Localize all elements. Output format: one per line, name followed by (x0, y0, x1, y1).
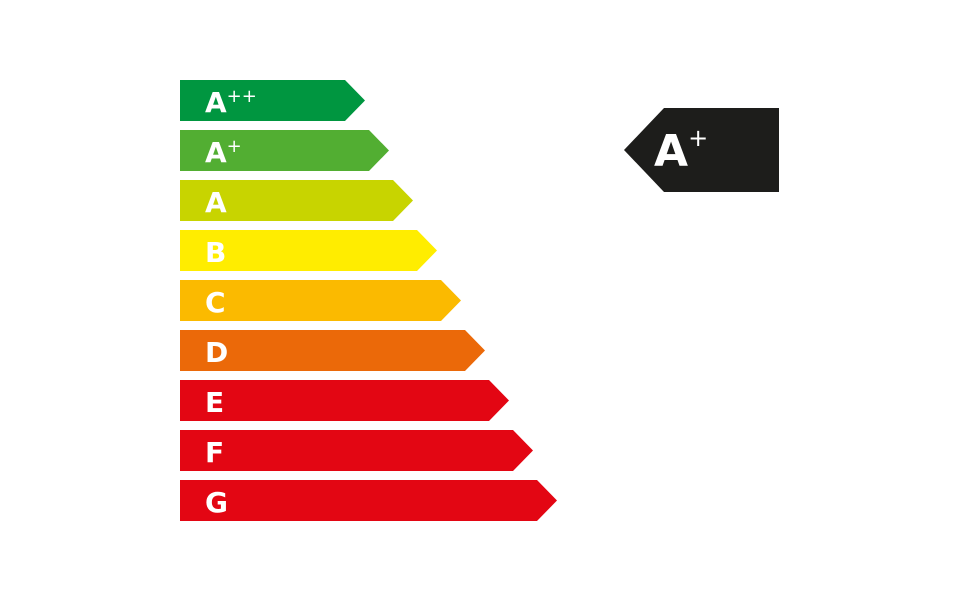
class-letter: A (654, 126, 688, 177)
class-superscript: + (227, 136, 242, 157)
class-letter: B (205, 236, 226, 269)
class-letter: E (205, 386, 224, 419)
class-label: A+ (654, 124, 708, 177)
class-letter: A (205, 136, 227, 169)
class-letter: A (205, 186, 227, 219)
class-arrow (180, 130, 389, 171)
class-label: A+ (205, 136, 242, 169)
class-letter: G (205, 486, 228, 519)
class-arrow (180, 180, 413, 221)
class-label: F (205, 436, 224, 469)
class-label: B (205, 236, 226, 269)
class-arrow (180, 480, 557, 521)
class-superscript: + (688, 124, 708, 152)
class-label: E (205, 386, 224, 419)
indicator-arrow (624, 108, 779, 192)
class-label: A++ (205, 86, 257, 119)
class-label: G (205, 486, 228, 519)
class-arrow (180, 380, 509, 421)
class-arrow (180, 330, 485, 371)
class-letter: F (205, 436, 224, 469)
class-arrow (180, 280, 461, 321)
class-label: A (205, 186, 227, 219)
class-arrow (180, 430, 533, 471)
class-letter: D (205, 336, 228, 369)
class-arrow (180, 230, 437, 271)
class-arrow (180, 80, 365, 121)
class-letter: A (205, 86, 227, 119)
class-label: C (205, 286, 226, 319)
class-label: D (205, 336, 228, 369)
class-letter: C (205, 286, 226, 319)
class-superscript: ++ (227, 86, 257, 107)
